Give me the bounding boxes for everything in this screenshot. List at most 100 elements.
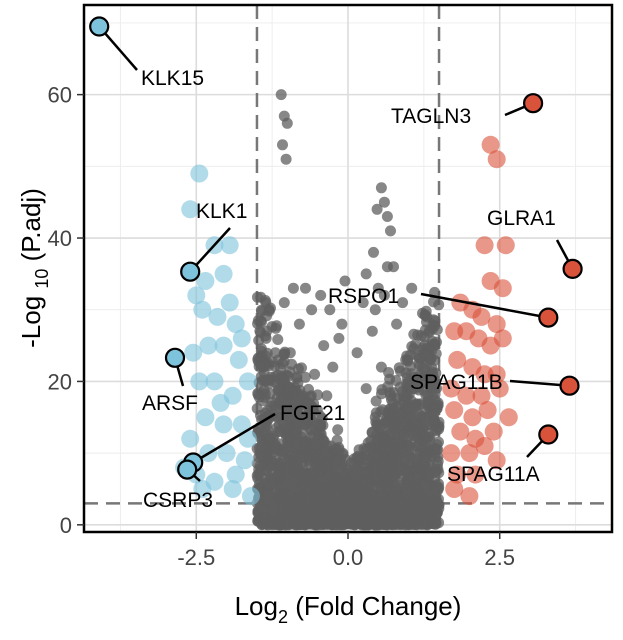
ns-point [409,383,421,395]
ns-point [381,505,393,516]
ns-point [269,360,281,372]
highlight-point-tagln3 [522,93,544,114]
ns-point [338,499,350,511]
ns-point [275,89,287,101]
ns-point [315,476,327,488]
ns-point [368,246,379,258]
ns-point [263,484,275,496]
ns-point [371,452,382,464]
down-point [181,429,200,448]
ns-point [424,368,436,380]
ns-point [388,447,399,459]
ns-point [319,460,331,472]
ns-point [287,282,299,294]
ns-point [327,361,339,373]
ns-point [305,493,317,505]
ns-point [409,497,421,509]
ns-point [385,225,396,237]
highlight-point-spag11a [538,424,559,445]
ns-point [303,469,315,481]
ns-point [428,408,440,420]
axis-ticks: -2.5 0.0 2.5 0 20 40 60 [48,83,516,570]
down-point [199,336,218,355]
down-point [205,372,224,391]
ns-point [339,275,351,287]
ns-point [269,376,281,388]
ns-point [412,469,424,481]
data-points [175,89,518,531]
ns-point [257,361,269,373]
up-point [463,408,482,427]
ns-point [385,403,397,415]
ns-point [330,454,342,466]
ns-point [255,291,267,303]
ns-point [400,354,412,366]
highlight-point-arsf [164,347,186,368]
ns-point [370,395,382,407]
ns-point [369,411,381,423]
gene-label-fgf21: FGF21 [280,402,345,425]
ns-point [349,494,361,506]
ns-point [411,349,423,361]
down-point [208,307,227,326]
down-point [229,350,248,369]
ns-point [278,297,290,309]
ns-point [403,440,415,452]
down-point [235,451,254,470]
ns-point [400,512,412,524]
ns-point [432,444,444,456]
down-point [217,444,236,463]
ns-point [378,289,390,301]
highlight-point-rspo1 [538,307,559,328]
highlight-point-glra1 [562,258,583,279]
up-point [442,444,461,463]
up-point [478,401,497,420]
ns-point [382,472,394,484]
up-point [460,444,479,463]
ns-point [278,517,290,529]
up-point [448,465,467,484]
y-tick-label: 40 [48,226,72,251]
ns-point [275,483,287,495]
ns-point [254,325,266,337]
down-point [223,480,242,498]
ns-point [306,512,318,524]
ns-point [432,397,444,409]
ns-point [292,476,304,488]
gene-label-klk1: KLK1 [196,200,247,223]
down-point [190,372,209,391]
up-point [445,401,464,420]
ns-point [291,371,303,383]
ns-point [360,383,372,395]
ns-point [358,468,369,480]
ns-point [372,472,384,484]
gene-label-glra1: GLRA1 [487,207,556,230]
up-point [457,386,476,405]
ns-point [315,289,327,301]
ns-point [375,361,387,373]
ns-point [318,445,330,456]
gene-label-rspo1: RSPO1 [328,285,399,308]
ns-point [426,517,438,529]
ns-point [374,421,386,433]
y-tick-label: 60 [48,83,72,108]
up-point [472,307,491,326]
gene-label-arsf: ARSF [142,392,198,415]
down-point [181,200,200,219]
ns-point [298,416,310,428]
ns-point [428,296,439,308]
ns-point [398,396,410,408]
up-point [487,365,506,384]
up-point [496,236,515,255]
x-tick-label: 2.5 [484,545,515,570]
ns-point [409,513,421,524]
ns-point [406,282,418,294]
ns-point [300,282,311,294]
ns-point [418,513,429,525]
ns-point [260,332,272,344]
ns-point [369,304,381,316]
ns-point [397,297,409,309]
ns-point [271,320,283,332]
ns-point [269,404,281,416]
ns-point [336,318,348,330]
